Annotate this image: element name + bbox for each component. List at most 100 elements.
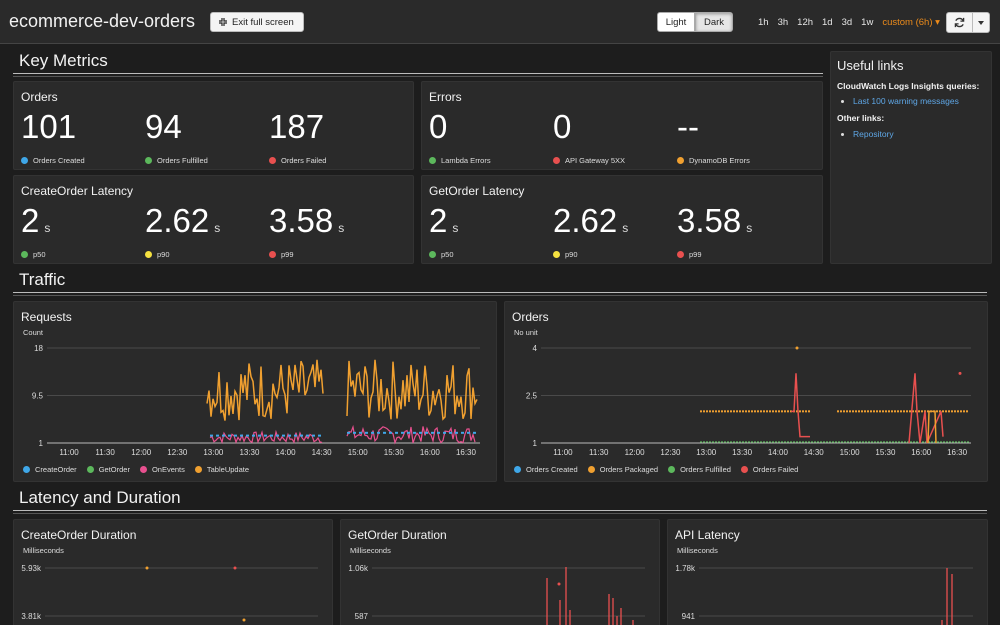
- x-tick-label: 13:00: [203, 448, 224, 457]
- refresh-options-dropdown[interactable]: [973, 12, 990, 33]
- legend-dot: [677, 251, 684, 258]
- top-bar: ecommerce-dev-orders Exit full screen Li…: [0, 0, 1000, 44]
- x-tick-label: 16:00: [420, 448, 441, 457]
- refresh-icon: [954, 17, 965, 28]
- series-point-createorder: [276, 434, 279, 437]
- series-point-createorder: [318, 434, 321, 437]
- get-order-duration-chart: 1.06k 587: [348, 564, 645, 625]
- metric-value: 187: [269, 108, 325, 145]
- legend-label: GetOrder: [98, 465, 130, 474]
- chart-legend: Orders Created Orders Packaged Orders Fu…: [514, 465, 798, 474]
- metric-label: p90: [157, 250, 170, 259]
- series-point-packaged: [948, 410, 950, 413]
- series-point-packaged: [724, 410, 726, 413]
- series-point-packaged: [957, 410, 959, 413]
- theme-dark-button[interactable]: Dark: [695, 12, 733, 32]
- series-point-createorder: [288, 434, 291, 437]
- metric-orders-failed: 187 Orders Failed: [269, 108, 326, 165]
- series-point-packaged: [852, 410, 854, 413]
- time-range-3h[interactable]: 3h: [777, 17, 789, 28]
- series-point-createorder: [407, 431, 410, 434]
- legend-item[interactable]: CreateOrder: [23, 465, 77, 474]
- legend-dot: [587, 466, 595, 473]
- legend-dot: [553, 251, 560, 258]
- legend-item[interactable]: Orders Fulfilled: [668, 465, 731, 474]
- x-tick-label: 13:30: [239, 448, 260, 457]
- metric-value: 101: [21, 108, 77, 145]
- widget-title: Useful links: [837, 58, 904, 73]
- x-tick-label: 15:30: [875, 448, 896, 457]
- series-line-onevents: [209, 429, 323, 445]
- get-order-duration-widget: GetOrder Duration Milliseconds 1.06k 587: [340, 519, 660, 625]
- refresh-group: [946, 12, 990, 33]
- series-point-packaged: [837, 410, 839, 413]
- x-tick-label: 14:00: [276, 448, 297, 457]
- y-tick-label: 1.06k: [348, 564, 369, 573]
- series-point-createorder: [473, 431, 476, 434]
- series-point-packaged: [733, 410, 735, 413]
- series-point-createorder: [425, 431, 428, 434]
- widget-title: API Latency: [675, 528, 740, 542]
- legend-dot: [86, 466, 94, 473]
- series-point-createorder: [443, 431, 446, 434]
- time-range-1d[interactable]: 1d: [822, 17, 833, 28]
- legend-item[interactable]: TableUpdate: [194, 465, 249, 474]
- series-point-packaged: [960, 410, 962, 413]
- series-point-packaged: [703, 410, 705, 413]
- series-point-createorder: [365, 431, 368, 434]
- series-point-packaged: [781, 410, 783, 413]
- series-point-packaged: [784, 410, 786, 413]
- y-tick-label: 1: [533, 439, 538, 448]
- metric-label: p50: [33, 250, 46, 259]
- link-last-100-warnings[interactable]: Last 100 warning messages: [841, 96, 959, 106]
- link-repository[interactable]: Repository: [841, 129, 894, 139]
- metric-label: p99: [689, 250, 702, 259]
- legend-dot: [740, 466, 748, 473]
- x-tick-label: 13:00: [696, 448, 717, 457]
- legend-item[interactable]: OnEvents: [139, 465, 185, 474]
- x-tick-label: 14:00: [768, 448, 789, 457]
- section-traffic: Traffic: [13, 269, 987, 296]
- legend-dot: [514, 466, 521, 473]
- y-tick-label: 1.78k: [675, 564, 696, 573]
- metric-unit: s: [622, 221, 629, 235]
- metric-label: p90: [565, 250, 578, 259]
- series-point-packaged: [942, 410, 944, 413]
- time-range-1h[interactable]: 1h: [758, 17, 769, 28]
- y-tick-label: 18: [34, 344, 43, 353]
- series-point-createorder: [383, 431, 386, 434]
- time-range-1w[interactable]: 1w: [861, 17, 874, 28]
- series-point-packaged: [951, 410, 953, 413]
- series-point-createorder: [240, 434, 243, 437]
- series-point-packaged: [795, 346, 799, 350]
- legend-dot: [429, 157, 436, 164]
- theme-light-button[interactable]: Light: [657, 12, 695, 32]
- series-point-createorder: [455, 431, 458, 434]
- legend-dot: [553, 157, 560, 164]
- series-point-packaged: [939, 410, 941, 413]
- series-point-packaged: [897, 410, 899, 413]
- metric-value: 3.58: [269, 202, 334, 239]
- series-point-createorder: [431, 431, 434, 434]
- other-links-heading: Other links:: [837, 113, 885, 123]
- legend-dot: [21, 251, 28, 258]
- legend-dot: [23, 466, 30, 473]
- series-point-packaged: [954, 410, 956, 413]
- metric-p90: 2.62 s p90: [145, 204, 220, 259]
- legend-item[interactable]: Orders Packaged: [587, 465, 658, 474]
- legend-item[interactable]: GetOrder: [86, 465, 130, 474]
- time-range-custom[interactable]: custom (6h) ▾: [882, 17, 940, 28]
- legend-dot: [139, 466, 147, 473]
- exit-fullscreen-button[interactable]: Exit full screen: [210, 12, 304, 32]
- refresh-button[interactable]: [946, 12, 973, 33]
- time-range-3d[interactable]: 3d: [841, 17, 853, 28]
- time-range-12h[interactable]: 12h: [797, 17, 814, 28]
- series-point-packaged: [748, 410, 750, 413]
- series-line-failed: [908, 373, 944, 444]
- series-point: [233, 566, 237, 570]
- legend-dot: [194, 466, 202, 473]
- widget-title: Errors: [429, 90, 462, 104]
- legend-item[interactable]: Orders Created: [514, 465, 578, 474]
- legend-item[interactable]: Orders Failed: [740, 465, 798, 474]
